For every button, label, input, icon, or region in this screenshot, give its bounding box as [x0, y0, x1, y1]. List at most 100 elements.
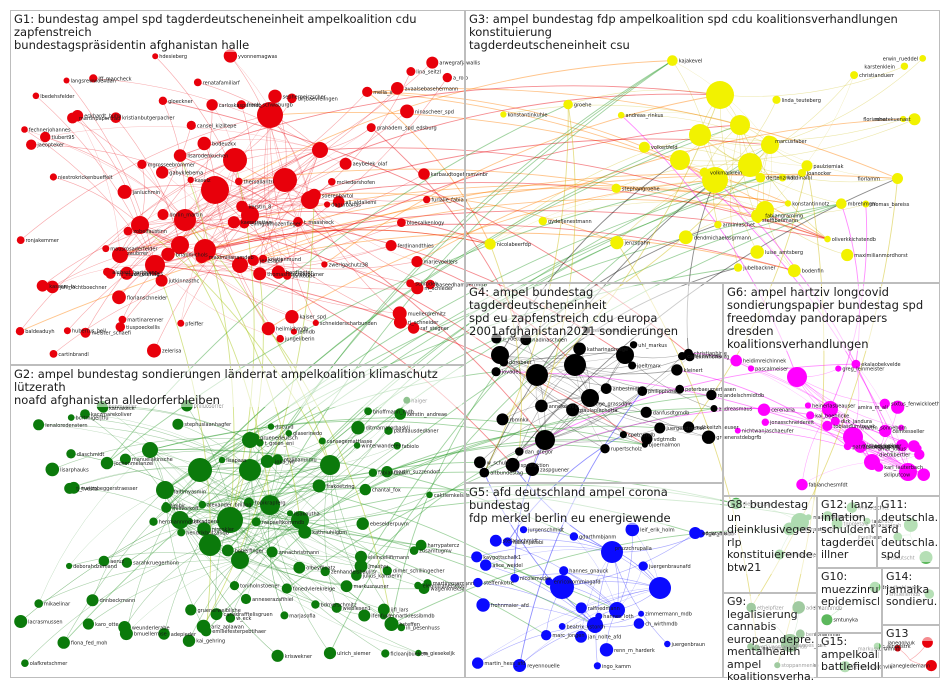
- node-g2-n8: [158, 628, 170, 640]
- node-label-g2: chantal_fox: [372, 488, 401, 494]
- node-label-g5: stefanschmidt: [503, 539, 539, 545]
- node-label-g6: cerenaria: [771, 408, 795, 414]
- node-g4-n1: [535, 399, 548, 413]
- node-label-g6: tobiasdumtrevsk: [833, 424, 875, 430]
- node-label-g2: gruenedeutsch: [260, 436, 298, 442]
- node-g4-n24: [628, 361, 637, 370]
- edge-g1: [53, 264, 241, 355]
- edge-g4: [503, 361, 591, 399]
- node-g5-n24: [510, 573, 519, 583]
- edge-g2: [181, 464, 331, 533]
- edge-g2: [70, 453, 231, 521]
- node-g1-h0: [257, 102, 283, 128]
- node-g6-h2: [822, 401, 838, 417]
- node-label-g3: maximilianmordhorst: [854, 253, 908, 259]
- node-g6-n22: [851, 359, 861, 369]
- node-g2-n28: [267, 423, 275, 430]
- edge-g5: [514, 573, 661, 589]
- node-label-g4: bjoernalmon: [649, 443, 680, 449]
- node-g2-n68: [312, 479, 326, 493]
- node-label-g2: wagenkneksa: [431, 587, 465, 593]
- node-label-g6: martin_sonneborn: [861, 426, 906, 432]
- node-label-g1: t_maasheck: [304, 220, 334, 226]
- node-label-g5: reyennouelle: [527, 664, 560, 670]
- node-label-g5: enricokommingafd: [554, 580, 601, 586]
- edge-g2: [149, 449, 373, 478]
- node-g2-n56: [14, 615, 28, 628]
- node-label-g5: frohnmaier_afd: [491, 603, 529, 609]
- node-label-g2: ditmarnatorbaskli: [366, 426, 410, 432]
- edge-g2: [163, 469, 251, 634]
- node-g1-n63: [26, 139, 37, 150]
- edge-g1: [180, 114, 271, 324]
- edge-g1-g3: [154, 210, 828, 266]
- node-g2-n13: [200, 625, 212, 637]
- node-label-g1: mgrosseebrommer: [148, 162, 196, 168]
- node-label-g5: juergenbraunafd: [648, 564, 691, 570]
- node-g5-n11: [664, 640, 671, 648]
- node-g1-n5: [321, 261, 328, 268]
- node-label-g6: greg_leinmeister: [842, 367, 885, 373]
- edge-g2: [103, 407, 251, 441]
- node-g4-n5: [654, 422, 666, 434]
- node-g3-n14: [484, 238, 496, 250]
- edge-g2: [179, 519, 278, 656]
- node-label-g1: zelerisa: [162, 349, 181, 355]
- edge-g2: [103, 519, 231, 562]
- node-label-g6: dirk_jandura: [841, 419, 872, 425]
- edge-g2: [203, 517, 301, 530]
- node-label-g1: kristianbutgerpacher: [122, 116, 175, 122]
- node-label-g4: altbundestag: [490, 471, 523, 477]
- node-label-g6: pascalmeiser: [755, 367, 789, 373]
- node-label-g5: ingo_kamm: [602, 664, 631, 670]
- edge-g6: [796, 376, 873, 463]
- node-g5-h2: [649, 577, 671, 599]
- edge-g3: [699, 134, 795, 271]
- node-g1-n83: [152, 53, 159, 60]
- edge-g5: [485, 549, 613, 566]
- node-g1-n81: [293, 216, 303, 227]
- node-g1-h2: [201, 176, 229, 204]
- node-g6-h3: [899, 463, 917, 481]
- group-panel-g15: G15: ampelkoalit... battlefieldb...: [817, 633, 882, 678]
- node-label-g1: marjevoellers: [424, 260, 458, 266]
- node-label-g1: ferdinandthies: [398, 244, 435, 250]
- node-label-g1: leondb: [298, 330, 315, 336]
- node-g3-n3: [919, 55, 927, 62]
- node-g3-n2: [733, 263, 743, 272]
- edge-g2: [38, 424, 251, 471]
- edge-g3: [621, 114, 771, 146]
- edge-g3: [719, 66, 905, 97]
- edge-g1: [190, 149, 321, 181]
- node-g1-n44: [36, 280, 49, 292]
- edge-g2: [85, 413, 251, 471]
- node-g4-n0: [479, 467, 490, 478]
- node-label-g1: janluchmin: [132, 190, 161, 196]
- edge-g1: [139, 224, 241, 266]
- edge-g3-g4: [489, 243, 522, 452]
- edge-g1: [105, 159, 236, 249]
- node-label-g1: pfeiffer: [185, 321, 204, 327]
- node-label-g1: tiuspoeckellis: [126, 325, 160, 331]
- edge-g3: [769, 58, 923, 146]
- edge-g5: [519, 624, 596, 666]
- node-g3-n19: [824, 235, 831, 243]
- edge-g2: [168, 491, 301, 521]
- edge-g1: [204, 249, 418, 290]
- node-g1-n24: [418, 168, 430, 180]
- group-title-g13: G13: [886, 628, 937, 641]
- node-label-g2: benmueller: [108, 404, 137, 410]
- node-label-g2: marjasofia: [289, 613, 315, 619]
- node-g3-n18: [667, 55, 678, 66]
- node-g2-n71: [364, 407, 372, 416]
- node-label-g1: carloskasparmdb: [219, 103, 262, 109]
- edge-g2: [239, 559, 365, 616]
- node-label-g2: kathakeck: [109, 406, 135, 412]
- node-label-g2: martin_suzzendorf: [394, 470, 441, 476]
- edge-g1: [52, 264, 156, 288]
- node-label-g4: philipphoss: [648, 389, 677, 395]
- edge-g6: [737, 430, 909, 473]
- edge-g5: [611, 551, 668, 645]
- node-label-g2: bmuellerrose: [134, 632, 167, 638]
- edge-g2: [164, 489, 357, 576]
